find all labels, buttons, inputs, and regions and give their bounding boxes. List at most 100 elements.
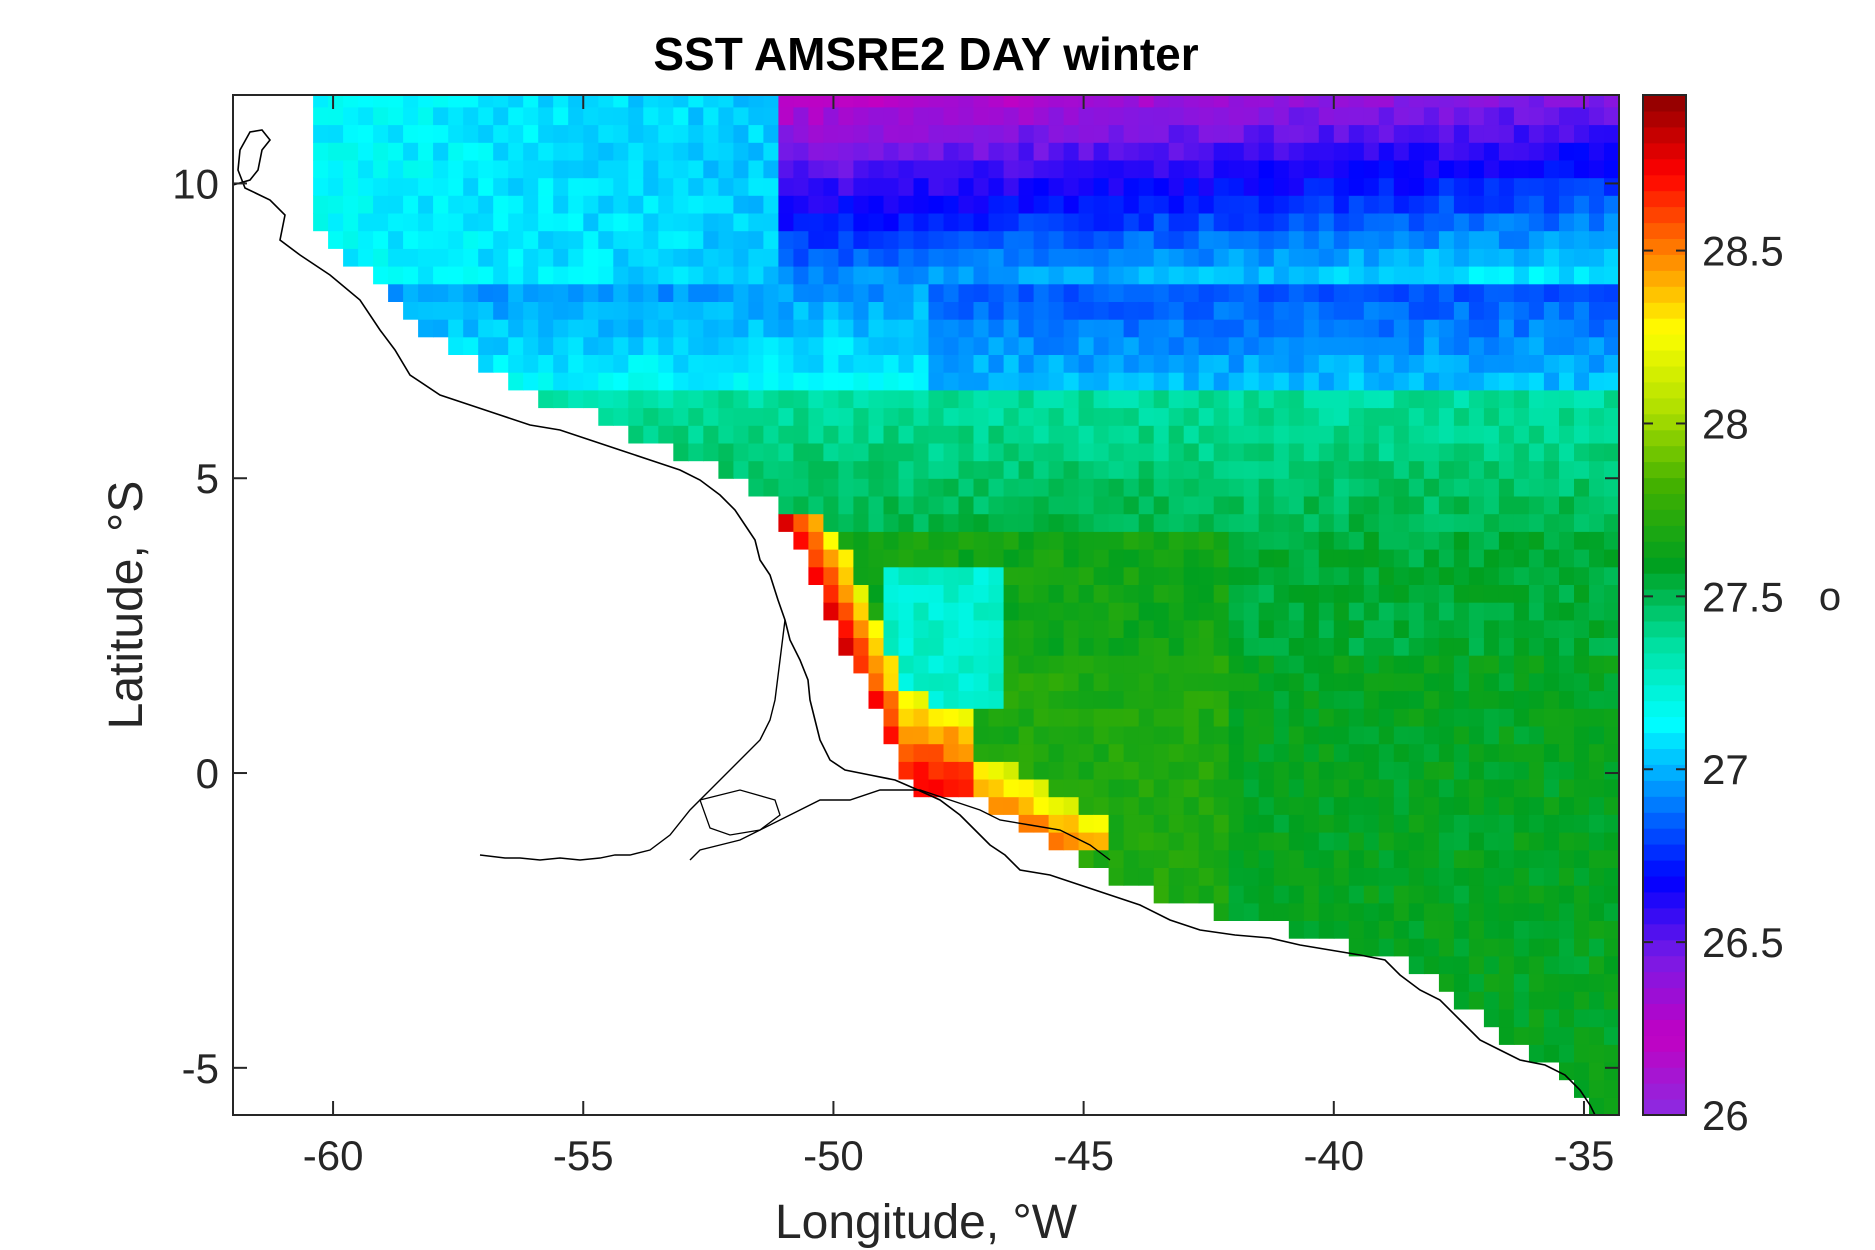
sst-cell [733, 195, 749, 214]
sst-cell [988, 743, 1005, 762]
sst-cell [793, 142, 809, 161]
sst-cell [1574, 1044, 1590, 1063]
sst-cell [748, 301, 764, 320]
sst-cell [673, 336, 689, 355]
sst-cell [1048, 212, 1065, 232]
colorbar-band [1643, 334, 1686, 351]
sst-cell [733, 159, 749, 179]
sst-cell [1198, 230, 1215, 249]
sst-cell [1213, 655, 1230, 674]
sst-cell [958, 566, 975, 585]
sst-cell [643, 319, 659, 338]
sst-cell [1048, 106, 1065, 126]
sst-cell [553, 95, 569, 108]
sst-cell [1604, 407, 1619, 426]
sst-cell [823, 142, 839, 161]
sst-cell [853, 478, 869, 497]
sst-cell [1468, 513, 1485, 532]
sst-cell [1033, 531, 1050, 550]
y-tick-label: 0 [196, 750, 219, 797]
sst-cell [913, 372, 930, 391]
sst-cell [1543, 566, 1560, 585]
sst-cell [1408, 761, 1425, 780]
sst-cell [1498, 991, 1515, 1010]
sst-cell [943, 372, 960, 391]
sst-cell [553, 230, 569, 249]
sst-cell [973, 478, 990, 497]
sst-cell [1498, 920, 1515, 939]
sst-cell [1453, 106, 1470, 126]
sst-cell [1333, 867, 1350, 886]
colorbar-band [1643, 206, 1686, 224]
sst-cell [1183, 106, 1200, 126]
sst-cell [643, 142, 659, 161]
sst-cell [1348, 159, 1365, 179]
sst-cell [1318, 902, 1335, 921]
sst-cell [1153, 513, 1170, 532]
sst-cell [1589, 991, 1605, 1010]
sst-cell [1033, 761, 1050, 780]
sst-cell [1288, 106, 1305, 126]
sst-cell [613, 248, 629, 267]
sst-cell [1423, 814, 1440, 833]
sst-cell [1619, 938, 1635, 956]
sst-cell [1108, 513, 1125, 532]
sst-cell [1348, 584, 1365, 603]
sst-cell [1604, 991, 1619, 1010]
sst-cell [1303, 372, 1320, 391]
sst-cell [1123, 602, 1140, 621]
sst-cell [1468, 372, 1485, 391]
sst-cell [1303, 743, 1320, 762]
sst-cell [1033, 336, 1050, 355]
sst-cell [1108, 319, 1125, 338]
sst-cell [1378, 902, 1395, 921]
sst-cell [1273, 142, 1290, 161]
sst-cell [1438, 655, 1455, 674]
sst-cell [1003, 212, 1020, 232]
colorbar-band [1643, 158, 1686, 176]
sst-cell [1078, 637, 1095, 656]
sst-cell [1453, 885, 1470, 904]
sst-cell [928, 389, 945, 409]
sst-cell [343, 159, 359, 179]
sst-cell [973, 407, 990, 426]
sst-cell [343, 124, 359, 143]
sst-cell [1138, 531, 1155, 550]
sst-cell [973, 513, 990, 532]
sst-cell [1318, 549, 1335, 568]
sst-cell [1543, 407, 1560, 426]
sst-cell [913, 690, 930, 709]
sst-cell [1543, 549, 1560, 568]
sst-cell [1333, 672, 1350, 692]
sst-cell [1213, 336, 1230, 355]
sst-cell [1288, 460, 1305, 479]
sst-cell [1318, 319, 1335, 338]
sst-cell [1108, 655, 1125, 674]
sst-cell [1003, 602, 1020, 621]
sst-cell [1258, 602, 1275, 621]
sst-cell [1363, 602, 1380, 621]
sst-cell [838, 195, 854, 214]
sst-cell [448, 336, 464, 355]
sst-cell [898, 708, 915, 727]
sst-cell [1513, 867, 1530, 886]
sst-cell [898, 372, 915, 391]
sst-cell [1393, 513, 1410, 532]
sst-cell [628, 142, 644, 161]
sst-cell [1018, 619, 1035, 638]
sst-cell [1363, 708, 1380, 727]
sst-cell [1543, 637, 1560, 656]
sst-cell [1378, 283, 1395, 302]
sst-cell [943, 248, 960, 267]
sst-cell [493, 195, 509, 214]
sst-cell [808, 230, 824, 249]
sst-cell [763, 266, 779, 285]
sst-cell [1198, 708, 1215, 727]
sst-cell [628, 159, 644, 179]
sst-cell [1363, 95, 1380, 108]
sst-cell [628, 283, 644, 302]
colorbar-band [1643, 780, 1686, 797]
sst-cell [1168, 442, 1185, 462]
sst-cell [1198, 372, 1215, 391]
sst-cell [643, 248, 659, 267]
